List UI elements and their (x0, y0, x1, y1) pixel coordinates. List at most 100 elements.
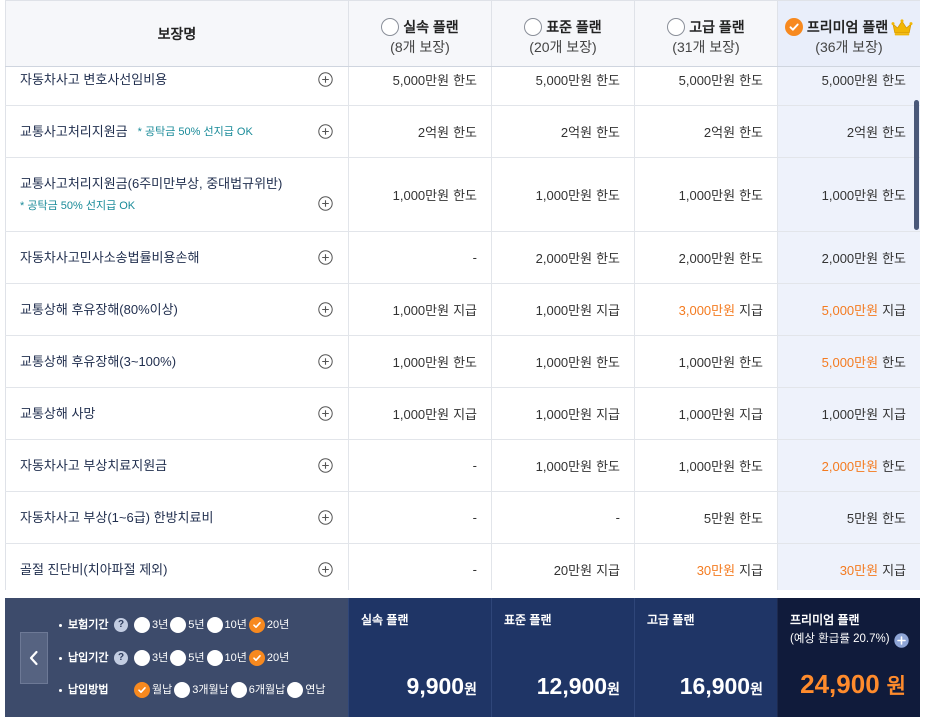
table-row: 골절 진단비(치아파절 제외) -20만원 지급 30만원 지급 30만원 지급 (5, 544, 920, 590)
coverage-unit: 한도 (739, 125, 763, 140)
coverage-value-cell: 1,000만원 한도 (491, 158, 634, 231)
radio-icon[interactable] (287, 682, 304, 698)
radio-option[interactable]: 3개월납 (174, 680, 229, 700)
radio-option[interactable]: 20년 (248, 615, 289, 635)
coverage-label: 교통사고처리지원금(6주미만부상, 중대법규위반) * 공탁금 50% 선지급 O… (20, 176, 282, 214)
coverage-unit: 지급 (739, 563, 763, 578)
table-row: 자동차사고 변호사선임비용 5,000만원 한도 5,000만원 한도 5,000만원 한도… (5, 67, 920, 106)
coverage-value-cell: 5,000만원 한도 (491, 67, 634, 105)
plus-circle-icon[interactable] (318, 562, 333, 577)
plus-circle-icon[interactable] (318, 72, 333, 87)
coverage-amount: 5,000만원 (392, 73, 450, 88)
coverage-name: 자동차사고 부상(1~6급) 한방치료비 (20, 509, 214, 525)
plan-header-premium[interactable]: 프리미엄 플랜 (36개 보장) (777, 1, 920, 66)
radio-icon[interactable] (206, 650, 223, 666)
radio-option[interactable]: 6개월납 (230, 680, 285, 700)
coverage-unit: 한도 (882, 251, 906, 266)
coverage-name: 교통사고처리지원금 (20, 123, 128, 139)
radio-option[interactable]: 3년 (134, 648, 168, 668)
radio-option[interactable]: 20년 (248, 648, 289, 668)
radio-icon[interactable] (381, 18, 400, 36)
table-row: 교통사고처리지원금 * 공탁금 50% 선지급 OK 2억원 한도 2억원 한도 2억원 한도… (5, 106, 920, 158)
coverage-value-cell: - (491, 492, 634, 543)
plan-coverage-count: (31개 보장) (672, 39, 740, 55)
price-currency: 원 (750, 681, 763, 697)
coverage-unit: 한도 (596, 188, 620, 203)
coverage-name: 자동차사고민사소송법률비용손해 (20, 249, 200, 265)
plus-circle-icon[interactable] (318, 196, 333, 211)
option-row: 납입방법 월납 3개월납 6개월납 연납 (5, 680, 348, 700)
coverage-value-cell: 3,000만원 지급 (634, 284, 777, 335)
radio-icon[interactable] (206, 617, 223, 633)
plus-circle-icon[interactable] (318, 124, 333, 139)
radio-checked-icon[interactable] (248, 617, 265, 633)
coverage-value-cell: 2억원 한도 (777, 106, 920, 157)
radio-option[interactable]: 5년 (170, 615, 205, 635)
plan-header-line: 표준 플랜 (524, 17, 602, 37)
radio-icon[interactable] (230, 682, 247, 698)
coverage-name: 교통사고처리지원금(6주미만부상, 중대법규위반) (20, 175, 283, 191)
option-row: 납입기간 3년 5년 10년 20년 (5, 648, 348, 668)
coverage-label: 교통상해 후유장해(3~100%) (20, 354, 176, 370)
help-icon[interactable] (114, 618, 128, 632)
plan-header-basic[interactable]: 실속 플랜 (8개 보장) (348, 1, 491, 66)
help-icon[interactable] (114, 651, 128, 665)
radio-option[interactable]: 10년 (206, 615, 247, 635)
coverage-value-cell: 1,000만원 한도 (491, 440, 634, 491)
coverage-unit: 한도 (453, 125, 477, 140)
coverage-label: 자동차사고 부상(1~6급) 한방치료비 (20, 510, 213, 526)
radio-icon[interactable] (524, 18, 543, 36)
coverage-name-cell: 교통상해 후유장해(3~100%) (5, 336, 348, 387)
plan-name: 실속 플랜 (403, 19, 459, 35)
radio-checked-icon[interactable] (134, 682, 150, 698)
scrollbar-thumb[interactable] (914, 100, 919, 230)
plan-header-standard[interactable]: 표준 플랜 (20개 보장) (491, 1, 634, 66)
plus-circle-icon[interactable] (318, 250, 333, 265)
radio-option[interactable]: 10년 (206, 648, 247, 668)
radio-option[interactable]: 월납 (134, 680, 172, 700)
radio-option[interactable]: 5년 (170, 648, 205, 668)
plus-circle-icon[interactable] (318, 406, 333, 421)
coverage-value-cell: - (348, 492, 491, 543)
radio-icon[interactable] (134, 650, 150, 666)
plan-coverage-count: (20개 보장) (529, 39, 597, 55)
coverage-unit: 한도 (882, 125, 906, 140)
price-amount: 12,900 원 (537, 673, 620, 700)
coverage-amount: 1,000만원 (678, 407, 736, 422)
table-body[interactable]: 자동차사고 변호사선임비용 5,000만원 한도 5,000만원 한도 5,000만원 한도… (5, 67, 920, 590)
plan-header-advanced[interactable]: 고급 플랜 (31개 보장) (634, 1, 777, 66)
plus-circle-icon[interactable] (318, 354, 333, 369)
price-advanced[interactable]: 고급 플랜 16,900 원 (634, 598, 777, 717)
coverage-amount: 30만원 (696, 563, 736, 578)
coverage-amount: 1,000만원 (392, 303, 450, 318)
coverage-amount: 1,000만원 (678, 355, 736, 370)
radio-group: 3년 5년 10년 20년 (134, 615, 291, 635)
coverage-value-cell: - (348, 232, 491, 283)
prev-button[interactable] (20, 632, 48, 684)
radio-icon[interactable] (174, 682, 191, 698)
price-premium[interactable]: 프리미엄 플랜 (예상 환급률 20.7%) 24,900 원 (777, 598, 920, 717)
radio-checked-icon[interactable] (248, 650, 265, 666)
plus-circle-icon[interactable] (318, 510, 333, 525)
price-basic[interactable]: 실속 플랜 9,900 원 (348, 598, 491, 717)
coverage-amount: 1,000만원 (678, 188, 736, 203)
radio-option[interactable]: 연납 (287, 680, 325, 700)
radio-icon[interactable] (134, 617, 150, 633)
radio-icon[interactable] (170, 650, 187, 666)
radio-checked-icon[interactable] (784, 18, 803, 36)
plus-circle-icon[interactable] (318, 302, 333, 317)
coverage-value-cell: 1,000만원 한도 (634, 158, 777, 231)
table-row: 자동차사고 부상치료지원금 -1,000만원 한도 1,000만원 한도 2,000만원 한… (5, 440, 920, 492)
crown-icon (891, 18, 913, 36)
price-currency: 원 (607, 681, 620, 697)
plus-circle-icon[interactable] (894, 633, 909, 648)
radio-icon[interactable] (667, 18, 686, 36)
coverage-amount: 2,000만원 (821, 251, 879, 266)
plus-circle-icon[interactable] (318, 458, 333, 473)
radio-option[interactable]: 3년 (134, 615, 168, 635)
radio-icon[interactable] (170, 617, 187, 633)
coverage-unit: 한도 (739, 355, 763, 370)
price-standard[interactable]: 표준 플랜 12,900 원 (491, 598, 634, 717)
coverage-name-cell: 골절 진단비(치아파절 제외) (5, 544, 348, 590)
coverage-amount: 5,000만원 (535, 73, 593, 88)
